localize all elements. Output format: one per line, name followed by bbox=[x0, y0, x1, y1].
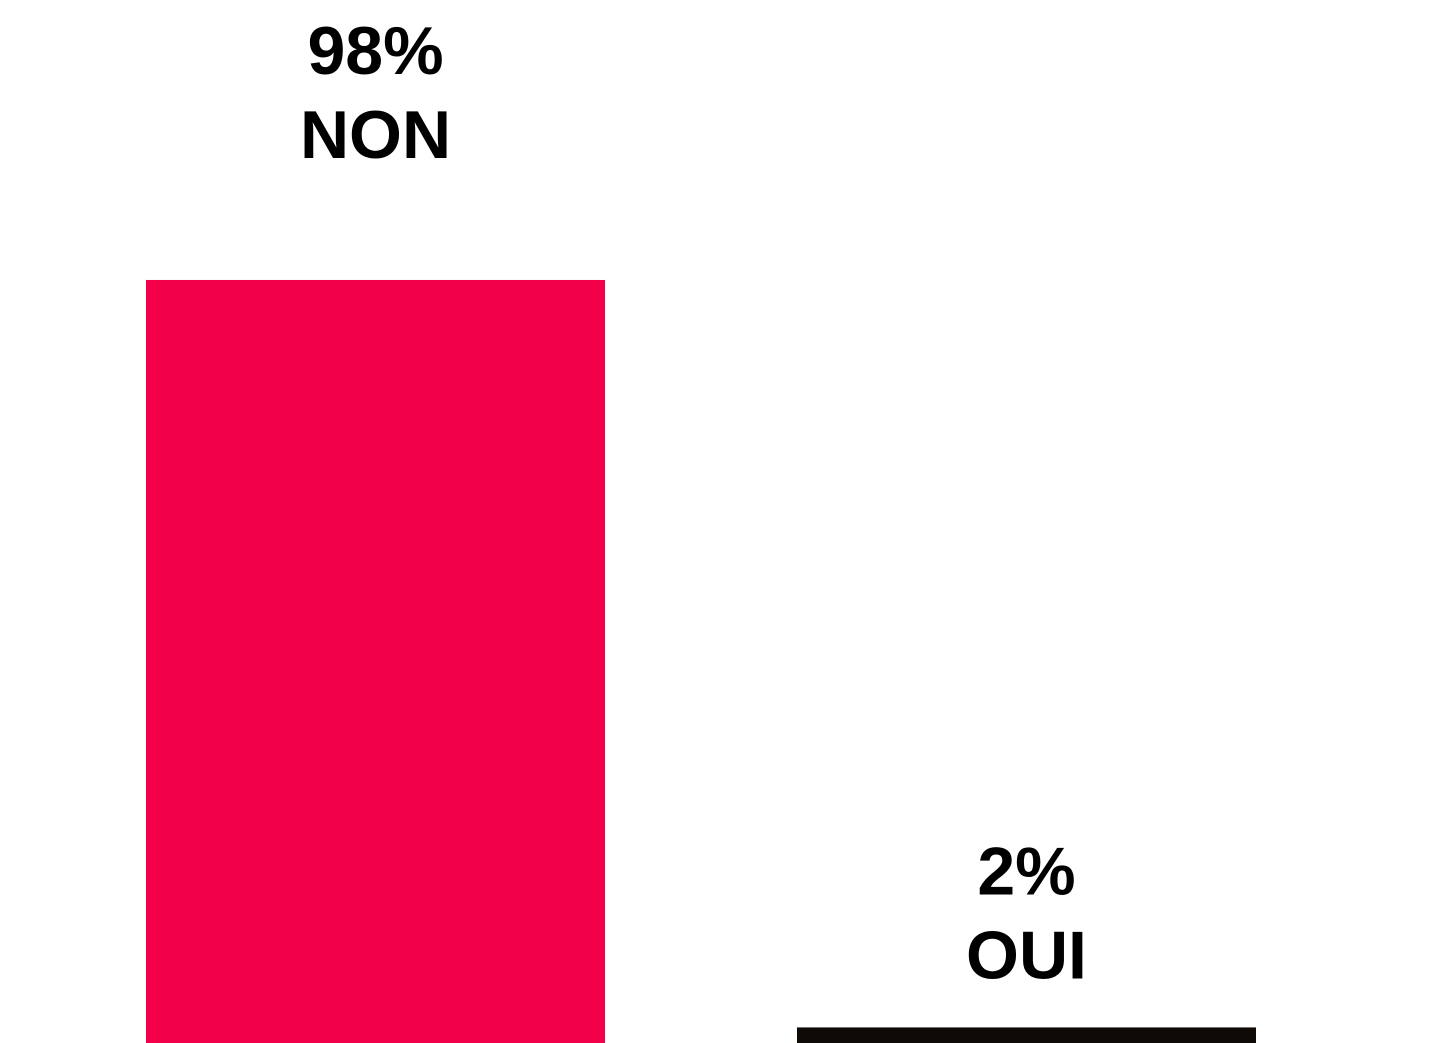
bar bbox=[797, 1027, 1256, 1043]
bar bbox=[146, 279, 605, 1043]
category-label: NON bbox=[300, 97, 451, 173]
value-label: 98% bbox=[307, 13, 443, 89]
category-label: OUI bbox=[966, 917, 1087, 993]
value-label: 2% bbox=[977, 833, 1075, 909]
